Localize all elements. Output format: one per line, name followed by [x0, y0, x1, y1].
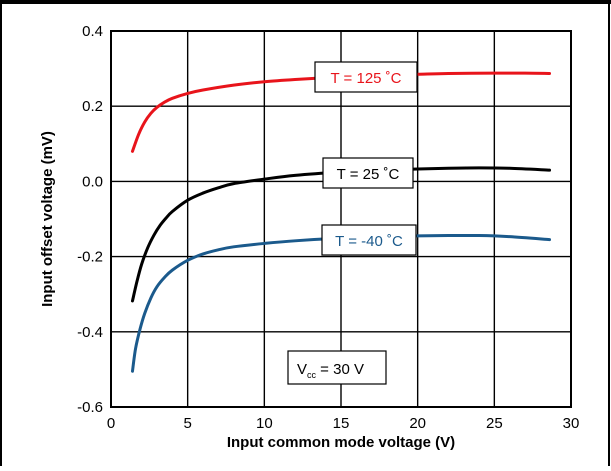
plot-area-border — [110, 30, 572, 408]
x-axis-label: Input common mode voltage (V) — [227, 434, 455, 451]
x-tick-label: 30 — [563, 415, 580, 432]
x-tick-label: 0 — [107, 415, 115, 432]
series-label-t125: T = 125 ˚C — [314, 61, 418, 93]
frame-right-border — [608, 0, 610, 466]
vcc-annotation: Vcc = 30 V — [287, 350, 387, 385]
series-label-t125-text: T = 125 ˚C — [330, 70, 401, 87]
series-line-tminus40 — [130, 233, 552, 373]
y-tick-label: 0.0 — [82, 173, 103, 190]
y-tick-label: -0.4 — [77, 324, 103, 341]
series-label-t25: T = 25 ˚C — [322, 157, 414, 189]
y-tick-label: 0.4 — [82, 23, 103, 40]
tick-labels: 0 5 10 15 20 25 30 0.4 0.2 0.0 -0.2 -0.4 -0.6 — [77, 23, 579, 432]
vcc-annotation-text: Vcc = 30 V — [297, 361, 364, 380]
series-lines — [130, 71, 552, 373]
y-axis-label: Input offset voltage (mV) — [39, 131, 56, 307]
y-tick-label: -0.6 — [77, 399, 103, 416]
series-label-tminus40: T = -40 ˚C — [321, 224, 417, 256]
x-tick-label: 5 — [183, 415, 191, 432]
x-tick-label: 15 — [333, 415, 350, 432]
series-label-tminus40-text: T = -40 ˚C — [335, 233, 403, 250]
grid-lines — [111, 31, 571, 407]
series-line-t25 — [130, 166, 552, 303]
x-tick-label: 25 — [486, 415, 503, 432]
series-line-t125 — [130, 71, 552, 153]
frame-top-border — [0, 0, 611, 4]
frame-left-border — [0, 0, 2, 466]
series-label-t25-text: T = 25 ˚C — [337, 166, 400, 183]
y-tick-label: 0.2 — [82, 98, 103, 115]
y-tick-label: -0.2 — [77, 249, 103, 266]
x-tick-label: 20 — [409, 415, 426, 432]
x-tick-label: 10 — [256, 415, 273, 432]
